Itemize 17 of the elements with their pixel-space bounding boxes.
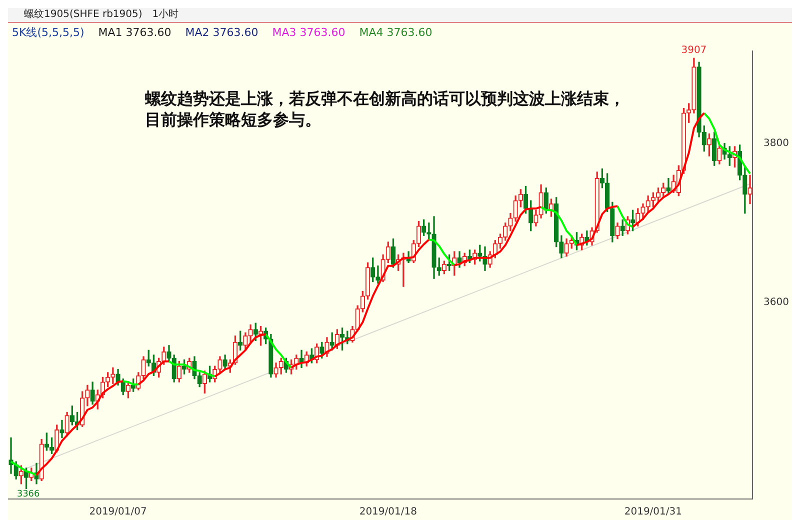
y-tick-label: 3800 bbox=[764, 138, 790, 149]
x-tick-label: 2019/01/07 bbox=[89, 506, 147, 518]
x-tick-label: 2019/01/18 bbox=[359, 506, 417, 518]
annotation: 3366 bbox=[16, 490, 40, 500]
text: MA3 3763.60 bbox=[272, 26, 346, 39]
candlestick bbox=[748, 174, 752, 204]
text: MA2 3763.60 bbox=[185, 26, 258, 39]
y-tick-label: 3600 bbox=[764, 297, 790, 308]
text: MA4 3763.60 bbox=[359, 26, 432, 39]
chart-subtitle: 1小时 bbox=[152, 9, 179, 20]
text: 5K线(5,5,5,5) bbox=[12, 26, 84, 39]
x-tick-label: 2019/01/31 bbox=[624, 506, 682, 518]
annotation: 螺纹趋势还是上涨，若反弹不在创新高的话可以预判这波上涨结束，目前操作策略短多参与。 bbox=[145, 88, 626, 130]
text: MA1 3763.60 bbox=[98, 26, 172, 39]
candlestick bbox=[60, 420, 64, 438]
annotation: 3907 bbox=[681, 44, 707, 56]
chart-title: 螺纹1905(SHFE rb1905) bbox=[24, 9, 142, 20]
